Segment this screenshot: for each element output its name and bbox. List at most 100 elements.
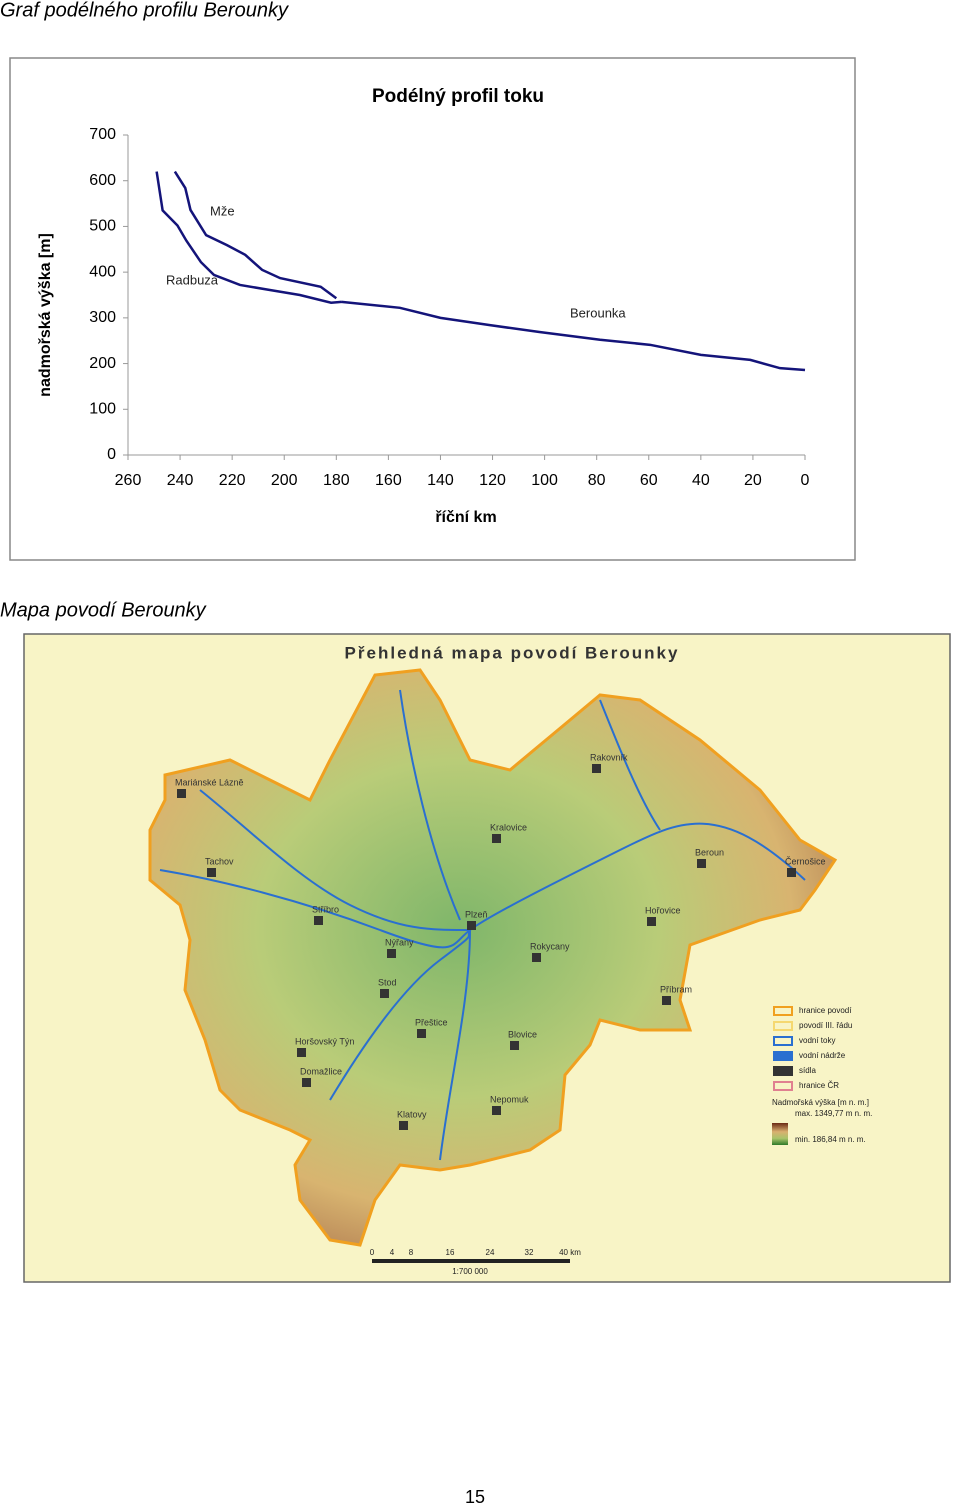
- town-marker: [302, 1078, 311, 1087]
- series-label: Mže: [210, 203, 235, 218]
- x-tick-label: 80: [588, 472, 606, 489]
- town-label: Plzeň: [465, 909, 488, 919]
- legend-label: vodní nádrže: [799, 1051, 846, 1060]
- series-label: Berounka: [570, 305, 626, 320]
- y-tick-label: 100: [89, 401, 116, 418]
- x-tick-label: 260: [115, 472, 142, 489]
- town-label: Beroun: [695, 847, 724, 857]
- y-tick-label: 700: [89, 126, 116, 143]
- legend-label: hranice ČR: [799, 1081, 839, 1090]
- town-marker: [207, 868, 216, 877]
- legend-swatch: [773, 1021, 793, 1031]
- town-label: Tachov: [205, 856, 234, 866]
- y-tick-label: 200: [89, 355, 116, 372]
- town-label: Černošice: [785, 856, 826, 866]
- x-tick-label: 100: [531, 472, 558, 489]
- scale-label: 32: [525, 1248, 534, 1257]
- town-marker: [467, 921, 476, 930]
- town-marker: [662, 996, 671, 1005]
- scale-label: 1:700 000: [452, 1267, 488, 1276]
- x-tick-label: 120: [479, 472, 506, 489]
- legend-label: max. 1349,77 m n. m.: [795, 1109, 872, 1118]
- x-tick-label: 60: [640, 472, 658, 489]
- y-tick-label: 500: [89, 218, 116, 235]
- legend-swatch: [773, 1036, 793, 1046]
- scale-bar: 1:700 000 0 4 8 16 24 32 40 km: [370, 1248, 581, 1276]
- town-marker: [647, 917, 656, 926]
- towns: Mariánské Lázně Tachov Stříbro Nýřany Plzeň R…: [175, 752, 826, 1130]
- series-label: Radbuza: [166, 272, 219, 287]
- town-label: Mariánské Lázně: [175, 777, 244, 787]
- legend-label: Nadmořská výška [m n. m.]: [772, 1098, 869, 1107]
- town-marker: [297, 1048, 306, 1057]
- heading: Graf podélného profilu Berounky: [0, 0, 289, 21]
- town-label: Rokycany: [530, 941, 570, 951]
- heading: Mapa povodí Berounky: [0, 599, 207, 621]
- legend-swatch: [773, 1051, 793, 1061]
- town-label: Příbram: [660, 984, 692, 994]
- x-tick-label: 160: [375, 472, 402, 489]
- town-label: Přeštice: [415, 1017, 448, 1027]
- town-marker: [492, 1106, 501, 1115]
- legend-swatch: [773, 1006, 793, 1016]
- town-marker: [399, 1121, 408, 1130]
- basin: [148, 668, 838, 1247]
- x-tick-label: 220: [219, 472, 246, 489]
- scale-bar-line: [372, 1259, 570, 1263]
- scale-label: 4: [390, 1248, 395, 1257]
- town-label: Blovice: [508, 1029, 537, 1039]
- page-number: 15: [465, 1487, 485, 1507]
- town-label: Horšovský Týn: [295, 1036, 354, 1046]
- x-tick-label: 20: [744, 472, 762, 489]
- chart-frame: [9, 57, 856, 561]
- x-tick-label: 240: [167, 472, 194, 489]
- town-marker: [314, 916, 323, 925]
- x-tick-label: 180: [323, 472, 350, 489]
- x-tick-label: 200: [271, 472, 298, 489]
- town-marker: [387, 949, 396, 958]
- line: [173, 170, 338, 300]
- scale-label: 24: [486, 1248, 495, 1257]
- legend-label: povodí III. řádu: [799, 1021, 852, 1030]
- town-label: Kralovice: [490, 822, 527, 832]
- town-marker: [510, 1041, 519, 1050]
- x-tick-label: 0: [801, 472, 810, 489]
- map-legend: Nadmořská výška [m n. m.] max. 1349,77 m…: [772, 1006, 872, 1145]
- town-label: Rakovník: [590, 752, 628, 762]
- line: [155, 171, 342, 305]
- x-tick-label: 40: [692, 472, 710, 489]
- town-label: Nepomuk: [490, 1094, 529, 1104]
- town-label: Stříbro: [312, 904, 339, 914]
- y-axis-label: nadmořská výška [m]: [37, 233, 54, 397]
- town-marker: [787, 868, 796, 877]
- town-label: Domažlice: [300, 1066, 342, 1076]
- scale-label: 16: [446, 1248, 455, 1257]
- legend-label: hranice povodí: [799, 1006, 852, 1015]
- scale-label: 8: [409, 1248, 414, 1257]
- y-tick-label: 400: [89, 263, 116, 280]
- scale-label: 40 km: [559, 1248, 581, 1257]
- y-tick-label: 0: [107, 446, 116, 463]
- legend-swatch: [773, 1066, 793, 1076]
- y-tick-label: 300: [89, 309, 116, 326]
- town-label: Hořovice: [645, 905, 681, 915]
- x-tick-label: 140: [427, 472, 454, 489]
- town-label: Klatovy: [397, 1109, 427, 1119]
- scale-label: 0: [370, 1248, 375, 1257]
- y-tick-label: 600: [89, 172, 116, 189]
- legend-label: vodní toky: [799, 1036, 835, 1045]
- legend-swatch: [773, 1081, 793, 1091]
- town-marker: [532, 953, 541, 962]
- line: [341, 300, 806, 372]
- town-marker: [177, 789, 186, 798]
- legend-label: sídla: [799, 1066, 816, 1075]
- town-marker: [417, 1029, 426, 1038]
- town-label: Nýřany: [385, 937, 414, 947]
- town-label: Stod: [378, 977, 397, 987]
- town-marker: [697, 859, 706, 868]
- elevation-ramp: [772, 1123, 788, 1145]
- town-marker: [592, 764, 601, 773]
- chart-title: Podélný profil toku: [372, 86, 544, 107]
